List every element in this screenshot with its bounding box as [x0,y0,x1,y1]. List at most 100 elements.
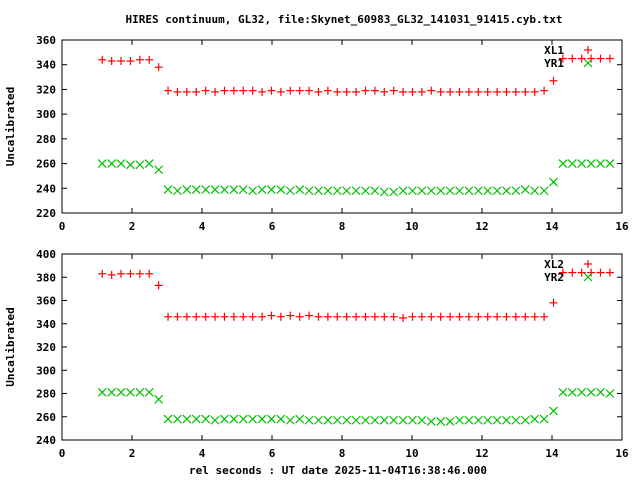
plus-point [584,260,592,268]
plus-point [427,86,436,95]
cross-point [276,185,286,194]
plus-point [399,313,408,322]
cross-point [379,187,389,197]
x-tick-label: 0 [59,447,66,460]
y-tick-label: 300 [36,108,56,121]
cross-point [389,187,399,197]
plus-point [558,54,567,63]
cross-point [107,159,117,168]
plus-point [408,87,417,96]
plus-point [173,312,182,321]
cross-point [408,186,417,196]
cross-point [135,387,145,397]
plus-point [342,87,351,96]
plus-point [239,312,248,321]
y-axis-label: Uncalibrated [4,307,17,386]
plus-point [117,269,126,278]
cross-point [567,159,577,168]
cross-point [426,186,436,196]
plus-point [577,268,586,277]
chart-title: HIRES continuum, GL32, file:Skynet_60983… [125,13,562,26]
plus-point [540,312,549,321]
cross-point [520,415,530,425]
cross-point [539,186,549,196]
cross-point [191,414,201,424]
cross-point [583,58,593,68]
plus-point [558,268,567,277]
plus-point [248,86,257,95]
cross-point [182,185,192,194]
cross-point [285,415,295,425]
plus-point [474,312,483,321]
cross-point [530,186,540,196]
cross-point [295,185,305,194]
series-XL2 [98,268,614,322]
cross-point [323,415,333,425]
plus-point [258,312,267,321]
legend-sample [584,260,592,268]
y-tick-label: 280 [36,133,56,146]
plus-point [549,76,558,85]
cross-point [539,414,549,424]
plus-point [229,86,238,95]
cross-point [492,186,502,196]
cross-point [248,414,258,424]
plus-point [530,87,539,96]
x-tick-label: 14 [545,220,559,233]
cross-point [304,186,314,196]
legend-sample [583,58,593,68]
cross-point [220,185,229,194]
cross-point [379,415,389,425]
cross-point [549,406,558,416]
cross-point [417,186,427,196]
plus-point [389,86,398,95]
cross-point [97,159,107,168]
y-tick-label: 400 [36,248,56,261]
plus-point [286,311,295,320]
series-YR1 [97,159,615,197]
cross-point [144,387,154,397]
plus-point [182,312,191,321]
cross-point [473,415,483,425]
cross-point [464,186,474,196]
x-tick-label: 14 [545,447,559,460]
plus-point [98,269,107,278]
x-tick-label: 16 [615,447,629,460]
plus-point [107,57,116,66]
plus-point [192,312,201,321]
cross-point [135,160,145,170]
cross-point [304,415,314,425]
plus-point [211,312,220,321]
cross-point [332,415,342,425]
plus-point [164,312,173,321]
plus-point [333,312,342,321]
plus-point [464,87,473,96]
x-tick-label: 4 [199,447,206,460]
cross-point [549,177,558,187]
series-YR2 [97,387,615,426]
plus-point [126,57,135,66]
cross-point [126,387,135,397]
plus-point [276,312,285,321]
plus-point [314,312,323,321]
plus-point [417,312,426,321]
cross-point [173,414,182,424]
cross-point [285,186,295,196]
cross-point [577,387,587,397]
plus-point [596,268,605,277]
plus-point [211,87,220,96]
plus-point [342,312,351,321]
cross-point [257,414,267,424]
y-tick-label: 320 [36,83,56,96]
legend-sample [584,46,592,54]
plus-point [370,86,379,95]
cross-point [107,387,117,397]
plus-point [173,87,182,96]
plus-point [549,298,558,307]
plus-point [408,312,417,321]
cross-point [116,387,126,397]
cross-point [229,414,239,424]
x-tick-label: 2 [129,447,136,460]
plus-point [521,87,530,96]
x-tick-label: 8 [339,447,346,460]
